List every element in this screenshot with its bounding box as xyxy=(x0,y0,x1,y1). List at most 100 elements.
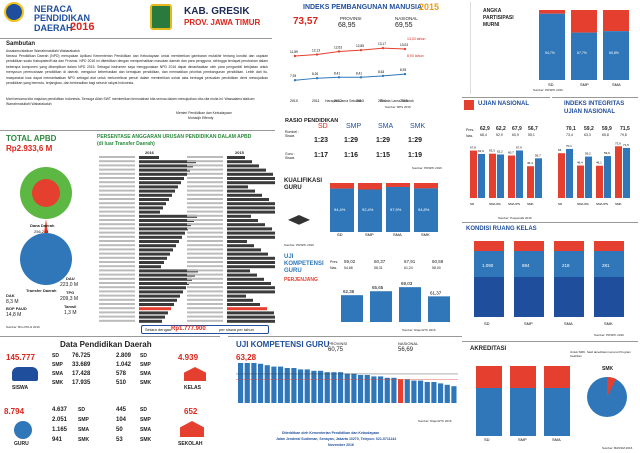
akreditasi-source: Sumber: BANSM 2016 xyxy=(602,446,633,450)
ujikom-v4: 60,59 xyxy=(432,259,444,264)
persen-row-label-2016 xyxy=(99,256,135,259)
un-flag-icon xyxy=(464,100,474,110)
dau-label: DAU xyxy=(66,276,75,281)
un-chart: 67,862,9 SD 63,3 62,2 SMA IPA 60,767,9 SMA IPS… xyxy=(470,145,542,206)
guru-smp-label: SMP xyxy=(78,417,89,423)
sambutan-closing: Mari bersama kita majukan pendidikan Ind… xyxy=(6,97,255,107)
ujikom-title: UJI xyxy=(284,254,294,260)
persen-bar-2016 xyxy=(139,227,188,231)
persen-row-label-2016 xyxy=(99,286,135,289)
persen-row-label-2015 xyxy=(187,319,223,322)
un-bar xyxy=(535,158,542,198)
persen-row-label-2016 xyxy=(99,231,135,234)
persen-row-label-2015 xyxy=(187,311,223,314)
ujikom-n3: 61,24 xyxy=(404,266,413,270)
ujikom-n1: 54,68 xyxy=(344,266,353,270)
apk-title2: PARTISIPASI xyxy=(483,15,514,21)
persen-row-label-2016 xyxy=(99,164,135,167)
graduation-cap-icon xyxy=(288,215,310,225)
ukg-bar xyxy=(438,383,444,403)
guru-smk: 941 xyxy=(52,437,63,443)
dpd-title: Data Pendidikan Daerah xyxy=(60,340,152,349)
persen-row-label-2016 xyxy=(99,244,135,247)
persen-row-label-2015 xyxy=(187,202,223,205)
un-pres-1: 62,2 xyxy=(496,126,506,132)
persen-panel: PERSENTASE ANGGARAN URUSAN PENDIDIKAN DA… xyxy=(95,130,275,335)
kelas-sma-label: SMA xyxy=(140,371,152,377)
un-nas-0: 68,4 xyxy=(480,133,487,137)
persen-bar-2016 xyxy=(139,256,167,260)
ukg-bar xyxy=(424,382,430,403)
persen-row-label-2015 xyxy=(187,168,223,171)
title-line1: NERACA xyxy=(34,4,73,14)
ipm-point xyxy=(337,50,341,53)
ujikom-bar xyxy=(370,291,392,322)
rasio-guru-label: Guru : Siswa xyxy=(285,152,295,160)
apbd-value: Rp2.933,6 M xyxy=(6,144,53,153)
kondisi-panel: KONDISI RUANG KELAS 1.090 SD 884 SMP 218 SMA 2… xyxy=(462,222,638,340)
kelas-smk: 510 xyxy=(116,380,127,386)
kondisi-value: 281 xyxy=(602,263,610,268)
persen-row-label-2015 xyxy=(187,231,223,234)
persen-bar-2016 xyxy=(139,265,161,269)
apbd-source: Sumber: Biro PKLN 2016 xyxy=(6,325,40,329)
persen-row-label-2015 xyxy=(187,261,223,263)
rasio-rombel-sd: 1:23 xyxy=(314,137,329,144)
persen-row-label-2016 xyxy=(99,177,135,179)
tamsil-label: Tamsil xyxy=(64,304,77,309)
persen-row-label-2015 xyxy=(187,269,223,272)
iiun-value: 59,9 xyxy=(604,151,610,155)
akr-bar-blue xyxy=(476,388,502,436)
siswa-smk: 17.935 xyxy=(72,380,91,386)
setara-value: Rp1.777.900 xyxy=(171,326,206,332)
persen-row-label-2016 xyxy=(99,198,135,200)
sambutan-title: Sambutan xyxy=(6,41,36,47)
sekolah-smk-label: SMK xyxy=(140,437,152,443)
un-cat: SD xyxy=(470,202,475,206)
rasio-guru-sma: 1:15 xyxy=(376,152,391,159)
persen-bar-2015 xyxy=(227,202,275,206)
persen-row-label-2015 xyxy=(187,189,223,192)
un-bar xyxy=(478,153,485,198)
persen-bar-2016 xyxy=(139,307,171,311)
footer-line3: November 2016 xyxy=(328,443,354,447)
kelas-icon xyxy=(184,367,206,381)
ujikom-value: 65,65 xyxy=(372,285,384,290)
persen-bar-2016 xyxy=(139,298,177,302)
ipm-line-chart: 11,89 12,13 12,63 12,85 13,17 13,03 7,93 8,26 8,… xyxy=(290,42,408,103)
ujikom-value: 62,36 xyxy=(343,289,355,294)
un-value: 63,3 xyxy=(489,149,495,153)
ipm-value-label: 12,63 xyxy=(334,45,342,49)
iiun-chart: 64 70,1 SD 46,4 59,2 SMA IPA 46,1 59,9 SMA IPS 73… xyxy=(558,141,630,206)
ujikom-title3: GURU xyxy=(284,268,302,274)
setara-suffix: per siswa per tahun xyxy=(219,327,254,332)
dak-value: 8,3 M xyxy=(6,299,19,305)
kondisi-source: Sumber: PDSPK 2016 xyxy=(594,333,624,337)
persen-bar-2016 xyxy=(139,185,178,189)
persen-bar-2015 xyxy=(227,261,275,264)
ujikom-source: Sumber: DitjenGTK 2016 xyxy=(402,328,436,332)
persen-row-label-2016 xyxy=(99,252,135,255)
sekolah-total: 652 xyxy=(184,407,198,416)
prov-name: PROV. JAWA TIMUR xyxy=(184,18,261,27)
persen-row-label-2015 xyxy=(187,214,223,217)
persen-bar-2016 xyxy=(139,273,195,277)
ipm-point xyxy=(403,72,407,76)
kualifikasi-title: KUALIFIKASI xyxy=(284,178,322,184)
persen-row-label-2015 xyxy=(187,172,223,175)
persen-bar-2016 xyxy=(139,311,168,315)
iiun-bar xyxy=(615,146,622,198)
guru-smp: 2.051 xyxy=(52,417,68,423)
apk-value: 69,8% xyxy=(609,51,619,55)
persen-bar-2015 xyxy=(227,198,269,201)
iiun-value: 59,2 xyxy=(585,152,591,156)
ukg-bar xyxy=(431,382,437,403)
guru-sd-label: SD xyxy=(78,407,85,413)
kondisi-bar-low xyxy=(594,277,624,317)
persen-bar-2015 xyxy=(227,160,252,164)
siswa-total: 145.777 xyxy=(6,353,35,362)
persen-row-label-2015 xyxy=(187,164,223,167)
ipm-legend-hls: Harapan Lama Sekolah xyxy=(325,99,362,103)
kondisi-value: 884 xyxy=(522,263,530,268)
persen-bar-2016 xyxy=(139,164,193,168)
